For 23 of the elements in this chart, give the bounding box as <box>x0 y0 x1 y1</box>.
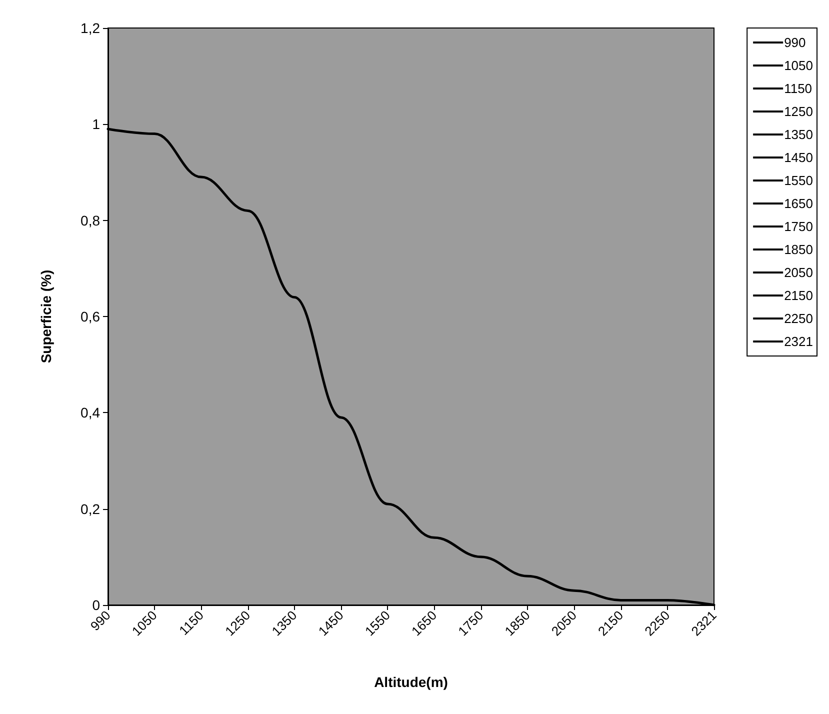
y-tick-label: 0,6 <box>80 308 100 324</box>
y-tick-label: 1 <box>92 116 100 132</box>
legend-label: 1450 <box>784 150 813 165</box>
legend-label: 1150 <box>784 81 812 96</box>
legend-label: 990 <box>784 35 806 50</box>
legend-label: 1350 <box>784 127 813 142</box>
legend-label: 2321 <box>784 334 813 349</box>
legend-label: 2250 <box>784 311 813 326</box>
y-tick-label: 0 <box>92 597 100 613</box>
legend-label: 1650 <box>784 196 813 211</box>
legend-label: 1250 <box>784 104 813 119</box>
y-tick-label: 0,4 <box>80 404 100 421</box>
legend-label: 1750 <box>784 219 813 234</box>
y-axis-title: Superficie (%) <box>38 270 54 364</box>
legend-label: 1050 <box>784 58 813 73</box>
legend-label: 1850 <box>784 242 813 257</box>
legend-label: 1550 <box>784 173 813 188</box>
y-tick-label: 0,2 <box>80 500 100 517</box>
x-axis-title: Altitude(m) <box>374 674 448 690</box>
y-tick-label: 1,2 <box>80 20 100 36</box>
legend-label: 2150 <box>784 288 813 303</box>
legend-label: 2050 <box>784 265 813 280</box>
y-tick-label: 0,8 <box>80 212 100 228</box>
